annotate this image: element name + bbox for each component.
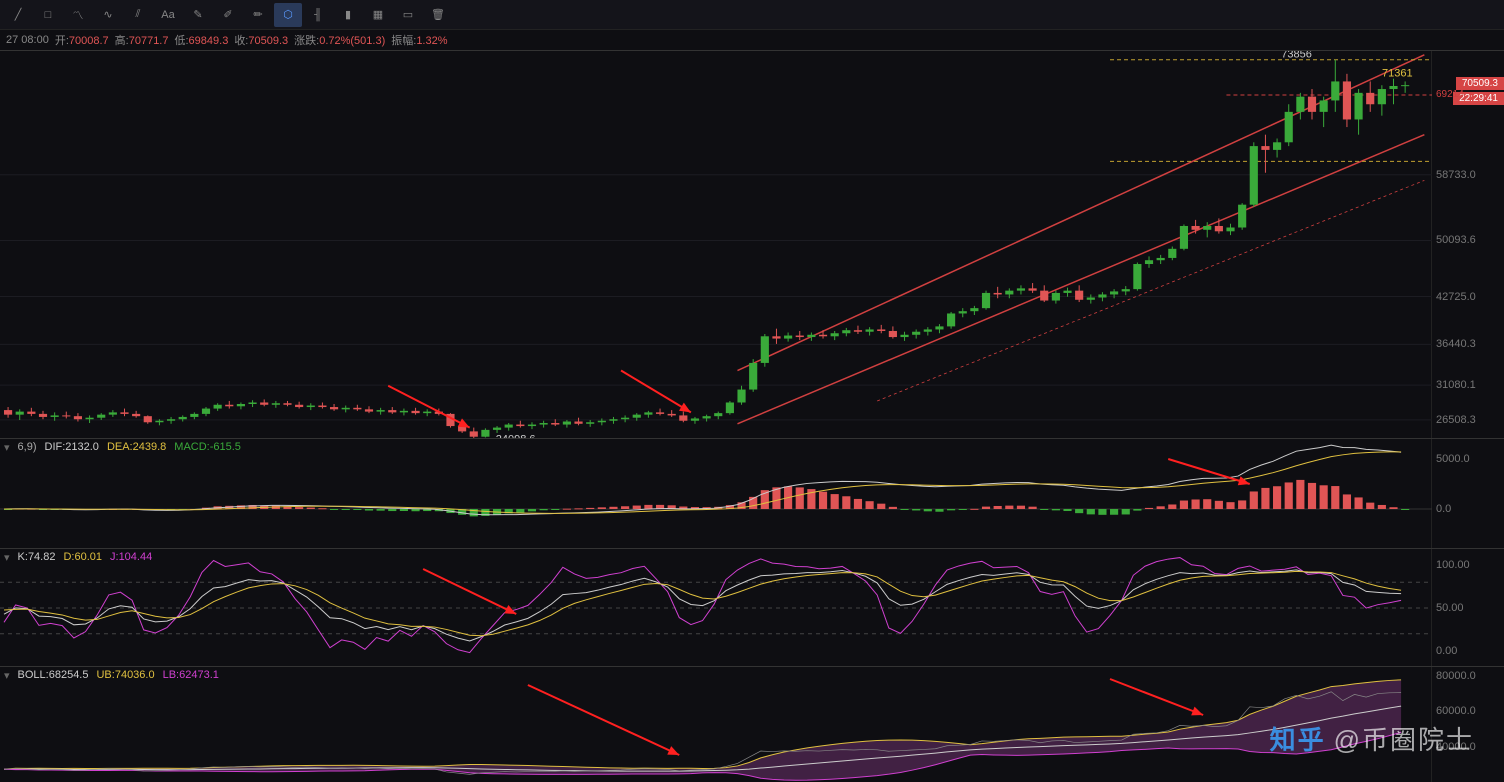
macd-axis: 5000.00.0 [1432,439,1504,549]
low-value: 69849.3 [189,35,229,47]
tool-bars-icon[interactable]: ▮ [334,3,362,27]
tool-brush2-icon[interactable]: ✐ [214,3,242,27]
tool-rect-icon[interactable]: □ [34,3,62,27]
tool-magnet-icon[interactable]: ⬡ [274,3,302,27]
main-chart[interactable]: ← 24098.67385671361 58733.050093.642725.… [0,50,1504,438]
close-value: 70509.3 [248,35,288,47]
ohlc-summary: 27 08:00 开:70008.7 高:70771.7 低:69849.3 收… [0,30,1504,50]
tool-trash-icon[interactable]: 🗑 [424,3,452,27]
tool-ruler-icon[interactable]: ╢ [304,3,332,27]
tool-box-icon[interactable]: ▭ [394,3,422,27]
amp-value: 1.32% [416,35,447,47]
high-value: 70771.7 [129,35,169,47]
macd-panel[interactable]: ▾ 6,9) DIF:2132.0 DEA:2439.8 MACD:-615.5… [0,438,1504,548]
svg-text:73856: 73856 [1281,51,1312,61]
kdj-axis: 100.0050.000.00 [1432,549,1504,667]
watermark-text: @币圈院士 [1334,720,1474,757]
open-value: 70008.7 [69,35,109,47]
tool-brush-icon[interactable]: ✎ [184,3,212,27]
time-label: 27 08:00 [6,34,49,46]
tool-zigzag-icon[interactable]: 〽 [64,3,92,27]
change-value: 0.72%(501.3) [319,35,385,47]
watermark: 知乎 @币圈院士 [1270,720,1474,757]
kdj-panel[interactable]: ▾ K:74.82 D:60.01 J:104.44 100.0050.000.… [0,548,1504,666]
tool-grid-icon[interactable]: ▦ [364,3,392,27]
price-axis: 58733.050093.642725.036440.331080.126508… [1432,51,1504,439]
tool-text-icon[interactable]: Aa [154,3,182,27]
svg-text:71361: 71361 [1382,68,1413,80]
drawing-toolbar: ╱□〽∿⫽Aa✎✐✏⬡╢▮▦▭🗑 [0,0,1504,30]
tool-trend-icon[interactable]: ╱ [4,3,32,27]
tool-wave-icon[interactable]: ∿ [94,3,122,27]
tool-brush3-icon[interactable]: ✏ [244,3,272,27]
zhihu-logo-icon: 知乎 [1270,720,1326,757]
tool-parallel-icon[interactable]: ⫽ [124,3,152,27]
